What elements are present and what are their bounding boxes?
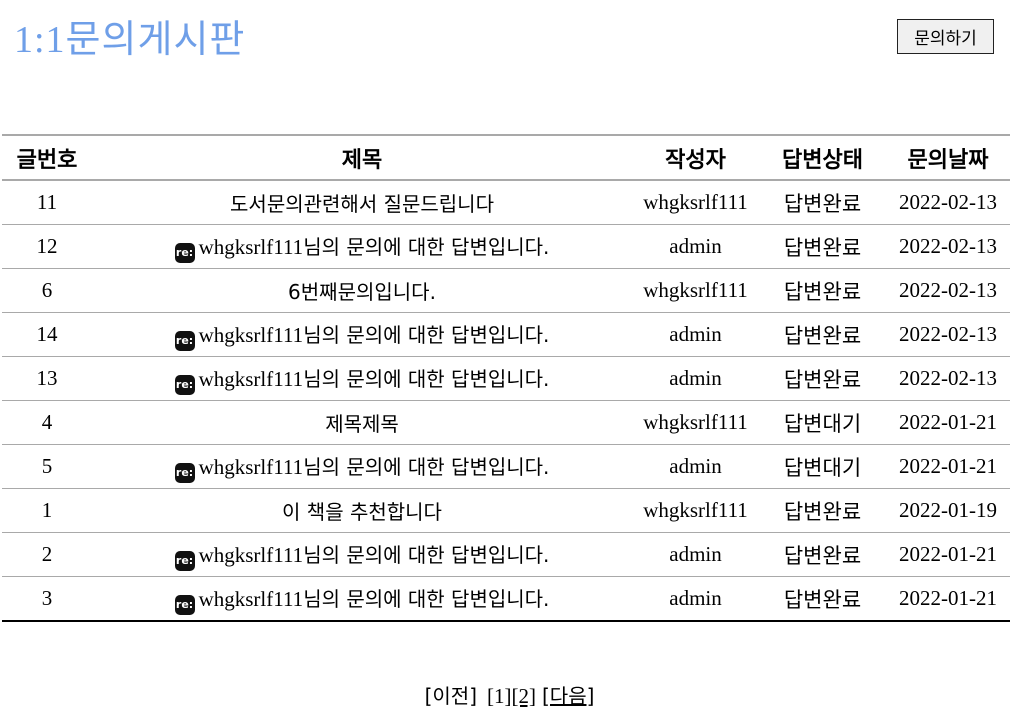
cell-status: 답변완료 bbox=[783, 323, 862, 348]
cell-title[interactable]: re: whgksrlf111님의 문의에 대한 답변입니다. bbox=[92, 357, 632, 401]
cell-number: 11 bbox=[36, 190, 58, 214]
cell-number: 4 bbox=[41, 410, 53, 434]
next-page-link[interactable]: [다음] bbox=[542, 684, 595, 708]
header-writer: 작성자 bbox=[665, 147, 726, 173]
reply-badge-icon: re: bbox=[174, 550, 195, 571]
cell-date: 2022-01-21 bbox=[899, 542, 997, 566]
reply-title-user: whgksrlf111 bbox=[198, 234, 304, 259]
cell-writer: admin bbox=[669, 234, 722, 258]
cell-writer: admin bbox=[669, 586, 722, 610]
table-row[interactable]: 11 도서문의관련해서 질문드립니다 whgksrlf111 답변완료 2022-02-… bbox=[2, 180, 1010, 225]
cell-date: 2022-01-21 bbox=[899, 410, 997, 434]
cell-status: 답변대기 bbox=[783, 411, 862, 436]
cell-number: 14 bbox=[36, 322, 58, 346]
cell-status: 답변완료 bbox=[783, 499, 862, 524]
title-text: 제목제목 bbox=[325, 412, 399, 436]
reply-title-user: whgksrlf111 bbox=[198, 454, 304, 479]
cell-writer: admin bbox=[669, 454, 722, 478]
table-row[interactable]: 2 re: whgksrlf111님의 문의에 대한 답변입니다. admin 답변완료… bbox=[2, 533, 1010, 577]
cell-status: 답변완료 bbox=[783, 191, 862, 216]
cell-title[interactable]: re: whgksrlf111님의 문의에 대한 답변입니다. bbox=[92, 313, 632, 357]
cell-writer: whgksrlf111 bbox=[643, 190, 748, 214]
reply-badge-icon: re: bbox=[174, 594, 195, 615]
cell-date: 2022-02-13 bbox=[899, 278, 997, 302]
reply-title-text: 님의 문의에 대한 답변입니다. bbox=[303, 366, 550, 391]
cell-title[interactable]: re: whgksrlf111님의 문의에 대한 답변입니다. bbox=[92, 577, 632, 622]
cell-writer: whgksrlf111 bbox=[643, 410, 748, 434]
cell-status: 답변완료 bbox=[783, 279, 862, 304]
cell-date: 2022-01-21 bbox=[899, 586, 997, 610]
cell-number: 6 bbox=[41, 278, 53, 302]
reply-title-text: 님의 문의에 대한 답변입니다. bbox=[303, 542, 550, 567]
cell-writer: whgksrlf111 bbox=[643, 498, 748, 522]
title-text: 이 책을 추천합니다 bbox=[282, 500, 442, 524]
ask-question-button[interactable]: 문의하기 bbox=[897, 19, 994, 54]
cell-status: 답변완료 bbox=[783, 543, 862, 568]
reply-title-user: whgksrlf111 bbox=[198, 542, 304, 567]
cell-title[interactable]: re: whgksrlf111님의 문의에 대한 답변입니다. bbox=[92, 533, 632, 577]
cell-title[interactable]: 6번째문의입니다. bbox=[92, 269, 632, 313]
reply-badge-icon: re: bbox=[174, 462, 195, 483]
cell-status: 답변완료 bbox=[783, 367, 862, 392]
reply-badge-icon: re: bbox=[174, 330, 195, 351]
cell-date: 2022-02-13 bbox=[899, 234, 997, 258]
header-date: 문의날짜 bbox=[907, 147, 989, 173]
inquiry-table: 글번호 제목 작성자 답변상태 문의날짜 11 도서문의관련해서 질문드립니다 wh… bbox=[2, 134, 1010, 622]
cell-date: 2022-02-13 bbox=[899, 190, 997, 214]
cell-status: 답변완료 bbox=[783, 235, 862, 260]
table-row[interactable]: 5 re: whgksrlf111님의 문의에 대한 답변입니다. admin 답변대기… bbox=[2, 445, 1010, 489]
reply-title-user: whgksrlf111 bbox=[198, 366, 304, 391]
reply-title-text: 님의 문의에 대한 답변입니다. bbox=[303, 454, 550, 479]
cell-date: 2022-02-13 bbox=[899, 366, 997, 390]
header-number: 글번호 bbox=[16, 147, 78, 173]
cell-number: 2 bbox=[41, 542, 53, 566]
reply-title-user: whgksrlf111 bbox=[198, 586, 304, 611]
reply-badge-icon: re: bbox=[174, 242, 195, 263]
cell-number: 5 bbox=[41, 454, 53, 478]
cell-status: 답변완료 bbox=[783, 587, 862, 612]
reply-title-user: whgksrlf111 bbox=[198, 322, 304, 347]
cell-title[interactable]: 제목제목 bbox=[92, 401, 632, 445]
cell-title[interactable]: re: whgksrlf111님의 문의에 대한 답변입니다. bbox=[92, 445, 632, 489]
cell-title[interactable]: re: whgksrlf111님의 문의에 대한 답변입니다. bbox=[92, 225, 632, 269]
cell-number: 3 bbox=[41, 586, 53, 610]
cell-writer: whgksrlf111 bbox=[643, 278, 748, 302]
cell-writer: admin bbox=[669, 366, 722, 390]
title-text: 도서문의관련해서 질문드립니다 bbox=[230, 192, 494, 216]
title-text: 6번째문의입니다. bbox=[288, 280, 436, 304]
cell-status: 답변대기 bbox=[783, 455, 862, 480]
table-row[interactable]: 4 제목제목 whgksrlf111 답변대기 2022-01-21 bbox=[2, 401, 1010, 445]
table-header-row: 글번호 제목 작성자 답변상태 문의날짜 bbox=[2, 135, 1010, 180]
table-row[interactable]: 12 re: whgksrlf111님의 문의에 대한 답변입니다. admin 답변완… bbox=[2, 225, 1010, 269]
header-status: 답변상태 bbox=[782, 147, 863, 173]
reply-title-text: 님의 문의에 대한 답변입니다. bbox=[303, 322, 550, 347]
cell-date: 2022-02-13 bbox=[899, 322, 997, 346]
cell-writer: admin bbox=[669, 322, 722, 346]
reply-badge-icon: re: bbox=[174, 374, 195, 395]
page-2-link[interactable]: [2] bbox=[511, 684, 537, 708]
cell-title[interactable]: 이 책을 추천합니다 bbox=[92, 489, 632, 533]
table-row[interactable]: 3 re: whgksrlf111님의 문의에 대한 답변입니다. admin 답변완료… bbox=[2, 577, 1010, 622]
table-row[interactable]: 6 6번째문의입니다. whgksrlf111 답변완료 2022-02-13 bbox=[2, 269, 1010, 313]
cell-number: 12 bbox=[36, 234, 58, 258]
header-title: 제목 bbox=[341, 147, 383, 173]
reply-title-text: 님의 문의에 대한 답변입니다. bbox=[303, 586, 550, 611]
cell-writer: admin bbox=[669, 542, 722, 566]
table-row[interactable]: 13 re: whgksrlf111님의 문의에 대한 답변입니다. admin 답변완… bbox=[2, 357, 1010, 401]
cell-number: 1 bbox=[41, 498, 53, 522]
reply-title-text: 님의 문의에 대한 답변입니다. bbox=[303, 234, 550, 259]
page-title: 1:1문의게시판 bbox=[14, 19, 246, 61]
pagination: [이전] [1][2] [다음] bbox=[0, 680, 1019, 709]
prev-page-link[interactable]: [이전] bbox=[424, 684, 477, 708]
table-row[interactable]: 14 re: whgksrlf111님의 문의에 대한 답변입니다. admin 답변완… bbox=[2, 313, 1010, 357]
cell-title[interactable]: 도서문의관련해서 질문드립니다 bbox=[92, 180, 632, 225]
table-row[interactable]: 1 이 책을 추천합니다 whgksrlf111 답변완료 2022-01-19 bbox=[2, 489, 1010, 533]
cell-date: 2022-01-21 bbox=[899, 454, 997, 478]
cell-number: 13 bbox=[36, 366, 58, 390]
page-1-link[interactable]: [1] bbox=[487, 684, 512, 708]
cell-date: 2022-01-19 bbox=[899, 498, 997, 522]
